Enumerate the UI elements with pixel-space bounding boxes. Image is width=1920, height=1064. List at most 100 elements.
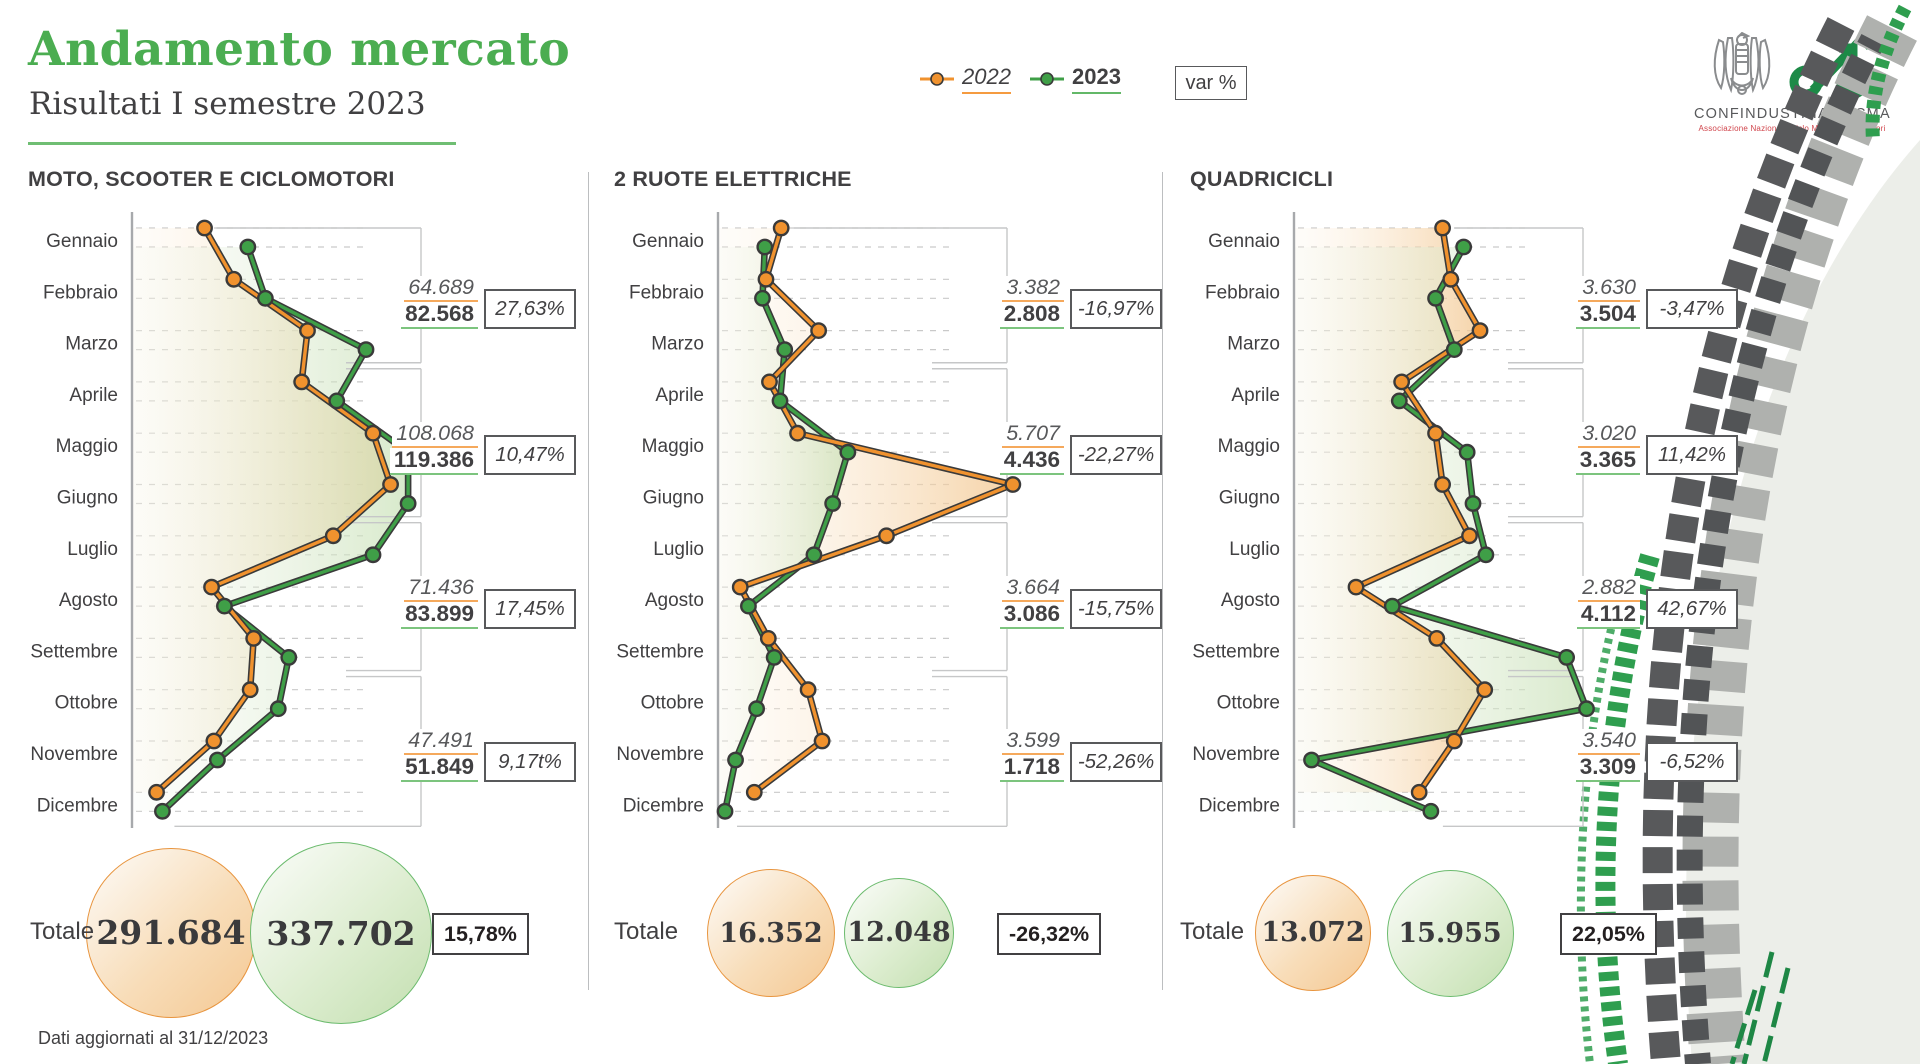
quarter-value-2022: 108.068 (392, 421, 478, 448)
quarter-value-2023: 3.309 (1575, 754, 1640, 783)
data-point-2022 (196, 219, 213, 237)
confindustria-eagle-icon (1713, 32, 1771, 95)
data-point-2022 (1434, 219, 1451, 237)
data-point-2023 (280, 648, 298, 666)
quarter-value-2023: 51.849 (401, 754, 478, 783)
month-label: Settembre (616, 641, 704, 662)
monthly-line-chart: Gennaio Febbraio Marzo Aprile Maggio Giugno Lu… (30, 212, 422, 828)
legend-2023: 2023 (1030, 62, 1121, 96)
total-var-box: 22,05% (1560, 913, 1657, 955)
data-point-2023 (824, 495, 842, 512)
data-point-2023 (364, 546, 382, 564)
quarter-stats: 47.491 51.849 (332, 728, 478, 783)
data-point-2022 (1445, 732, 1463, 750)
quarter-var-box: -6,52% (1646, 741, 1738, 782)
total-circle-2022: 13.072 (1255, 875, 1371, 991)
month-label: Marzo (651, 334, 704, 355)
month-label: Settembre (30, 641, 118, 662)
data-point-2023 (1303, 751, 1320, 769)
data-point-2022 (1004, 476, 1022, 493)
quarter-var-box: -16,97% (1070, 288, 1162, 329)
data-point-2022 (364, 424, 382, 442)
legend-2022-label: 2022 (962, 64, 1011, 94)
month-label: Settembre (1192, 641, 1280, 662)
month-label: Gennaio (632, 231, 704, 252)
quarter-stats: 64.689 82.568 (332, 275, 478, 330)
data-point-2022 (745, 783, 763, 801)
data-point-2022 (203, 578, 220, 596)
quarter-value-2023: 119.386 (389, 447, 478, 476)
legend-2023-marker-icon (1030, 72, 1064, 86)
data-point-2023 (748, 700, 766, 718)
month-label: Febbraio (43, 282, 118, 303)
data-point-2023 (209, 751, 226, 769)
totale-label: Totale (614, 918, 679, 945)
data-point-2023 (328, 392, 346, 410)
data-point-2023 (805, 546, 823, 564)
data-point-2022 (1461, 527, 1478, 545)
data-point-2023 (357, 341, 375, 359)
data-point-2022 (245, 629, 263, 647)
month-label: Ottobre (1217, 693, 1280, 714)
data-point-2023 (1383, 597, 1401, 615)
quarter-value-2023: 83.899 (401, 601, 478, 630)
quarter-value-2023: 82.568 (401, 301, 478, 330)
quarter-value-2022: 3.540 (1578, 728, 1640, 756)
data-point-2023 (771, 392, 789, 410)
month-label: Agosto (645, 590, 704, 611)
data-point-2022 (731, 578, 749, 596)
total-var-box: 15,78% (432, 913, 529, 955)
data-point-2022 (225, 270, 243, 288)
month-label: Novembre (616, 744, 704, 765)
data-point-2022 (759, 629, 777, 647)
quarter-value-2023: 3.504 (1575, 301, 1640, 330)
data-point-2022 (799, 681, 817, 699)
quarter-stats: 3.382 2.808 (918, 275, 1064, 330)
data-point-2023 (754, 289, 771, 307)
legend-2023-label: 2023 (1072, 64, 1121, 94)
month-label: Giugno (1219, 488, 1280, 509)
ancma-motorcycle-icon (1789, 38, 1873, 99)
quarter-stats: 3.599 1.718 (918, 728, 1064, 783)
data-point-2023 (399, 495, 417, 512)
data-point-2023 (1455, 238, 1473, 256)
data-point-2022 (1442, 270, 1460, 288)
data-point-2022 (1393, 373, 1411, 391)
month-label: Ottobre (641, 693, 704, 714)
monthly-line-chart: Gennaio Febbraio Marzo Aprile Maggio Giugno Lu… (1192, 212, 1595, 828)
month-label: Luglio (653, 539, 704, 560)
legend-2022-marker-icon (920, 72, 954, 86)
data-point-2023 (1558, 648, 1576, 666)
quarter-stats: 108.068 119.386 (332, 421, 478, 476)
total-var-box: -26,32% (997, 913, 1102, 955)
data-point-2023 (256, 289, 274, 307)
month-label: Dicembre (37, 795, 118, 816)
data-point-2023 (716, 802, 734, 820)
quarter-value-2023: 3.365 (1575, 447, 1640, 476)
month-label: Aprile (69, 385, 118, 406)
month-label: Giugno (643, 488, 704, 509)
confindustria-ancma-logo: CONFINDUSTRIA ANCMA Associazione Naziona… (1694, 28, 1890, 133)
month-label: Aprile (655, 385, 704, 406)
total-circle-2022: 16.352 (707, 869, 835, 997)
subtitle-underline (28, 142, 456, 145)
quarter-stats: 3.664 3.086 (918, 575, 1064, 630)
quarter-var-box: -52,26% (1070, 741, 1162, 782)
panel-title: QUADRICICLI (1190, 167, 1334, 191)
data-point-2023 (727, 751, 744, 769)
month-label: Giugno (57, 488, 118, 509)
quarter-value-2023: 3.086 (999, 601, 1064, 630)
logo-org-name: CONFINDUSTRIA ANCMA (1694, 106, 1891, 122)
quarter-var-box: 42,67% (1646, 588, 1738, 629)
data-point-2023 (216, 597, 233, 615)
month-label: Marzo (1227, 334, 1280, 355)
quarter-stats: 5.707 4.436 (918, 421, 1064, 476)
quarter-var-box: -15,75% (1070, 588, 1162, 629)
quarter-stats: 71.436 83.899 (332, 575, 478, 630)
month-label: Dicembre (623, 795, 704, 816)
data-point-2023 (1464, 495, 1482, 512)
panel-separator (588, 172, 589, 990)
data-point-2022 (241, 681, 259, 699)
data-point-2022 (205, 732, 223, 750)
